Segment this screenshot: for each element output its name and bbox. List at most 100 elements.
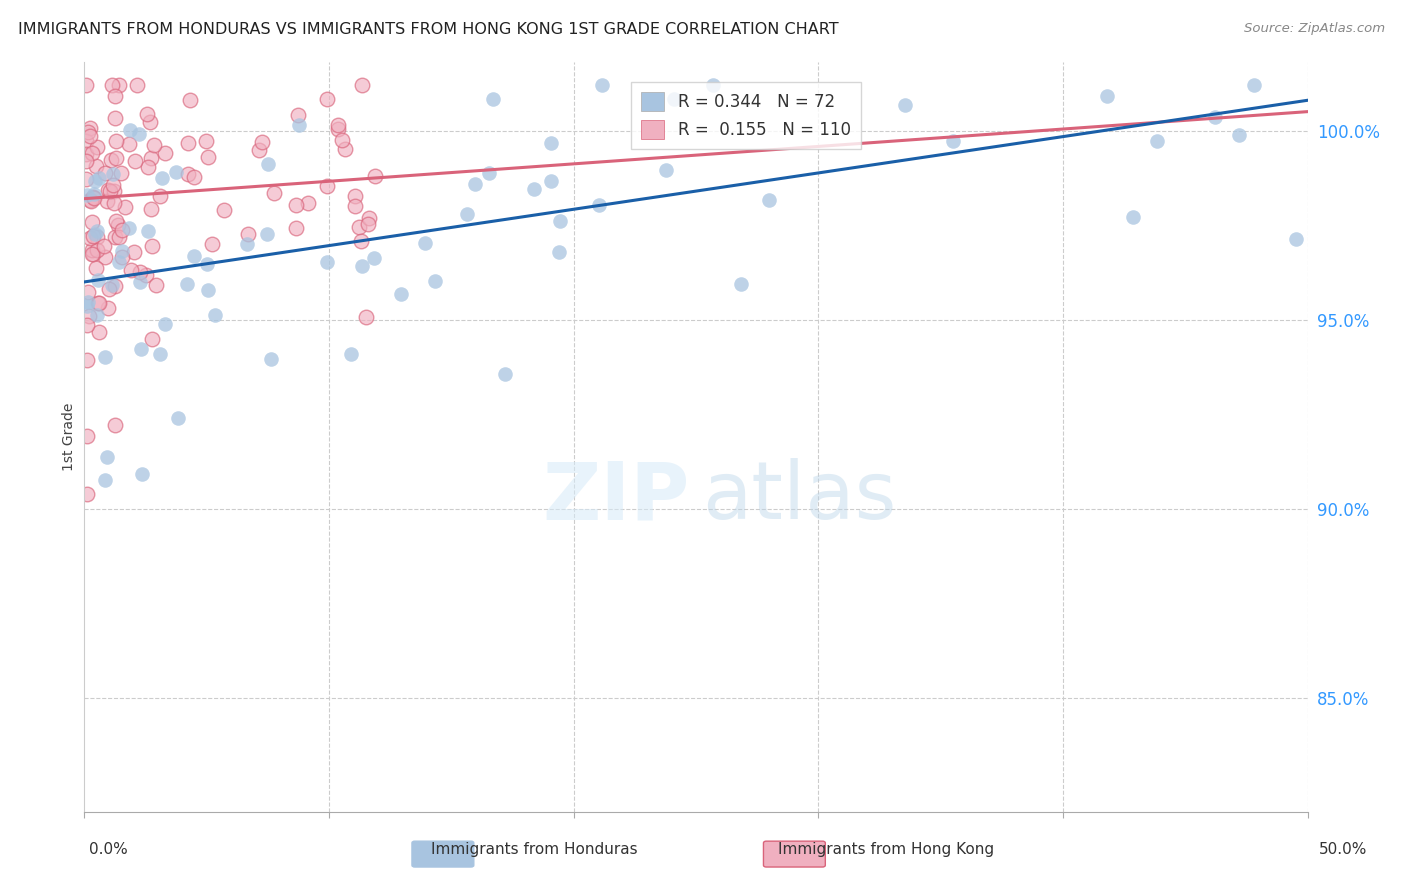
Point	[247, 143, 270, 157]
Point	[129, 265, 152, 279]
Point	[111, 222, 134, 236]
Point	[423, 274, 446, 288]
Point	[591, 78, 613, 92]
Point	[183, 169, 205, 184]
Point	[82, 243, 104, 257]
Point	[117, 221, 139, 235]
Point	[1095, 88, 1118, 103]
Point	[212, 202, 235, 217]
Point	[143, 138, 166, 153]
Text: 0.0%: 0.0%	[89, 842, 128, 856]
Point	[481, 92, 503, 106]
Point	[523, 182, 546, 196]
Point	[127, 78, 149, 92]
Point	[94, 474, 117, 488]
Point	[285, 197, 308, 211]
Point	[176, 277, 198, 291]
Point	[263, 186, 285, 200]
Point	[326, 119, 349, 133]
Point	[354, 310, 377, 325]
Point	[287, 118, 309, 132]
Point	[197, 150, 219, 164]
Point	[83, 173, 105, 187]
Point	[128, 127, 150, 141]
Point	[94, 351, 117, 365]
Point	[350, 78, 373, 92]
Point	[1285, 232, 1308, 246]
Point	[86, 230, 108, 244]
Point	[758, 193, 780, 207]
Point	[494, 367, 516, 381]
Point	[1122, 210, 1144, 224]
Point	[464, 177, 486, 191]
Point	[548, 214, 571, 228]
Point	[84, 261, 107, 276]
Point	[413, 235, 436, 250]
Point	[540, 174, 562, 188]
Point	[86, 308, 108, 322]
Point	[363, 251, 385, 265]
Point	[96, 194, 118, 209]
Point	[100, 153, 122, 167]
Point	[80, 194, 103, 208]
Point	[149, 347, 172, 361]
Point	[94, 166, 117, 180]
Point	[76, 487, 98, 501]
Point	[86, 244, 108, 258]
Text: 50.0%: 50.0%	[1319, 842, 1367, 856]
Point	[131, 467, 153, 482]
Y-axis label: 1st Grade: 1st Grade	[62, 403, 76, 471]
Point	[75, 154, 97, 169]
Point	[195, 257, 218, 271]
Point	[340, 347, 363, 361]
Point	[204, 308, 226, 322]
Point	[104, 417, 127, 432]
Point	[83, 191, 105, 205]
Point	[135, 268, 157, 282]
Text: Source: ZipAtlas.com: Source: ZipAtlas.com	[1244, 22, 1385, 36]
Point	[256, 227, 278, 241]
Point	[101, 277, 124, 292]
Point	[76, 285, 98, 299]
Point	[86, 140, 108, 154]
Point	[124, 153, 146, 168]
Point	[330, 133, 353, 147]
Point	[93, 238, 115, 252]
Point	[177, 167, 200, 181]
Point	[120, 262, 142, 277]
Point	[316, 255, 339, 269]
Point	[150, 170, 173, 185]
Point	[664, 92, 686, 106]
Point	[105, 151, 128, 165]
Point	[1146, 135, 1168, 149]
Point	[80, 247, 103, 261]
Point	[97, 183, 120, 197]
Point	[108, 255, 131, 269]
Point	[1243, 78, 1265, 92]
Point	[107, 218, 129, 232]
Point	[82, 247, 104, 261]
Point	[238, 227, 260, 241]
Point	[104, 230, 127, 244]
Point	[333, 142, 356, 156]
Point	[97, 301, 120, 315]
Point	[357, 211, 380, 225]
Point	[588, 198, 610, 212]
Point	[118, 122, 141, 136]
Point	[141, 238, 163, 252]
Point	[138, 115, 160, 129]
Point	[79, 231, 101, 245]
Point	[82, 190, 104, 204]
Point	[103, 184, 125, 198]
Point	[357, 218, 380, 232]
Point	[343, 199, 366, 213]
Text: Immigrants from Hong Kong: Immigrants from Hong Kong	[778, 842, 994, 856]
Point	[1204, 111, 1226, 125]
Legend: R = 0.344   N = 72, R =  0.155   N = 110: R = 0.344 N = 72, R = 0.155 N = 110	[631, 82, 860, 149]
Point	[167, 410, 190, 425]
Point	[135, 107, 157, 121]
Point	[105, 134, 128, 148]
Point	[110, 244, 132, 258]
Point	[285, 221, 308, 235]
Point	[139, 202, 162, 216]
